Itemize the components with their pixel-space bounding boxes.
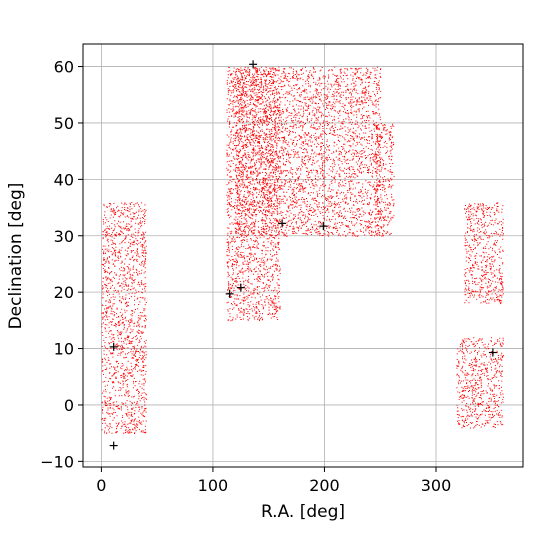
y-axis-label: Declination [deg] [6,183,26,330]
x-tick-label: 100 [198,476,229,495]
y-tick-label: 0 [64,396,74,415]
survey-points [101,66,504,434]
y-tick-label: 20 [54,283,74,302]
x-tick-label: 0 [96,476,106,495]
plus-marker [488,348,497,357]
plus-marker [109,342,118,351]
y-tick-label: 50 [54,114,74,133]
data-points [101,66,504,434]
y-axis-ticks: −10 0 10 20 30 40 50 60 [40,58,83,471]
plus-marker [109,441,118,450]
x-axis-label: R.A. [deg] [261,502,345,522]
plot-frame [82,43,524,468]
x-tick-label: 300 [421,476,452,495]
plus-marker [319,222,328,231]
y-tick-label: 10 [54,340,74,359]
plus-marker [278,219,287,228]
plus-markers [109,60,497,450]
y-tick-label: 60 [54,58,74,77]
plus-marker [225,289,234,298]
x-tick-label: 200 [309,476,340,495]
x-axis-ticks: 0 100 200 300 [96,467,451,495]
grid-lines [83,44,523,467]
y-tick-label: 40 [54,170,74,189]
y-tick-label: 30 [54,227,74,246]
y-tick-label: −10 [40,452,74,471]
plus-marker [236,283,245,292]
plus-marker [249,60,258,69]
